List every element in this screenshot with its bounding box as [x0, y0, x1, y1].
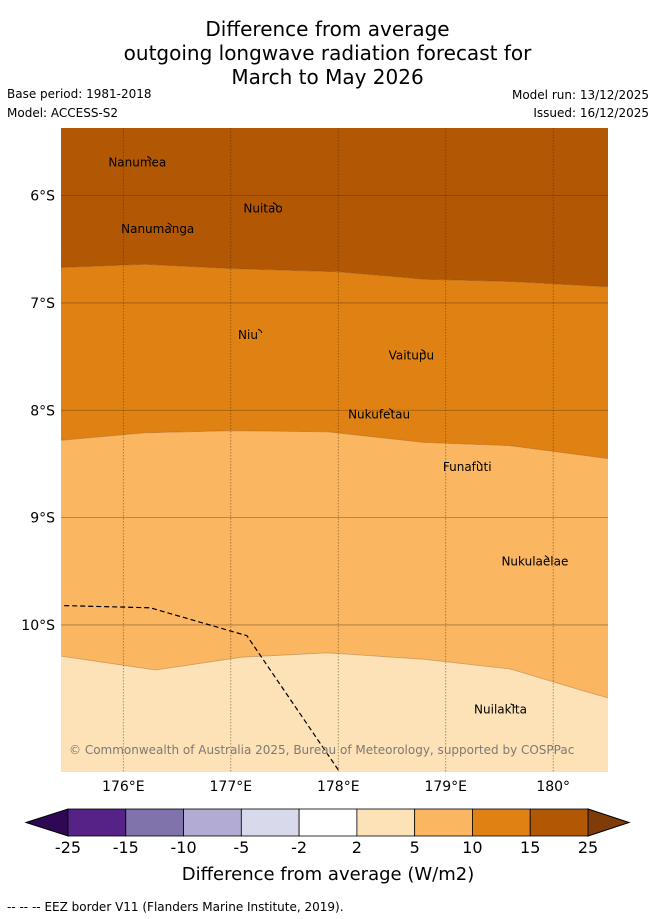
colorbar-over-arrow — [587, 808, 631, 837]
colorbar-tick-label: 25 — [578, 838, 598, 857]
island-shape-1 — [272, 202, 278, 207]
band-2-to-5 — [61, 652, 608, 772]
island-label-niu: Niu — [238, 328, 258, 342]
model-run: Model run: 13/12/2025 — [511, 88, 649, 102]
colorbar-tick-label: 15 — [520, 838, 540, 857]
lat-tick-label: 10°S — [21, 618, 55, 634]
colorbar-segment--2-to-2 — [298, 808, 358, 837]
colorbar-segment--10-to--5 — [183, 808, 242, 837]
island-label-nukulaelae: Nukulaelae — [501, 555, 568, 569]
band-10-to-15 — [61, 264, 608, 459]
island-label-nanumea: Nanumea — [108, 155, 166, 169]
lon-tick-label: 177°E — [210, 779, 253, 795]
island-label-nukufetau: Nukufetau — [348, 408, 410, 422]
colorbar-segment--5-to--2 — [240, 808, 300, 837]
island-shape-7 — [544, 555, 550, 560]
lat-tick-label: 6°S — [30, 189, 55, 205]
contour-line-5-contour — [61, 652, 608, 699]
lon-tick-label: 176°E — [102, 779, 145, 795]
forecast-map: Nanumea Nuitao Nanumanga Niu Vaitupu Nukufeta… — [21, 128, 631, 885]
colorbar-segment--25-to--15 — [67, 808, 127, 837]
colorbar-tick-label: 5 — [410, 838, 420, 857]
issued-date: Issued: 16/12/2025 — [533, 106, 649, 120]
eez-legend-text: EEZ border V11 (Flanders Marine Institut… — [44, 900, 344, 914]
colorbar-tick-label: -15 — [113, 838, 139, 857]
colorbar-segment-5-to-10 — [414, 808, 473, 837]
colorbar-segment-2-to-5 — [356, 808, 416, 837]
band-5-to-10 — [61, 430, 608, 698]
colorbar-segment-15-to-25 — [529, 808, 589, 837]
map-plot-area: Nanumea Nuitao Nanumanga Niu Vaitupu Nukufeta… — [61, 128, 608, 772]
contour-line-10-contour — [61, 430, 608, 459]
island-shape-5 — [388, 408, 394, 413]
island-label-nuilakita: Nuilakita — [474, 703, 527, 717]
colorbar-tick-label: -5 — [233, 838, 249, 857]
island-label-nuitao: Nuitao — [243, 201, 282, 215]
lat-tick-label: 8°S — [30, 403, 55, 419]
colorbar-segment-10-to-15 — [472, 808, 531, 837]
base-period: Base period: 1981-2018 — [7, 87, 152, 101]
colorbar-label: Difference from average (W/m2) — [182, 864, 474, 885]
lon-tick-label: 179°E — [424, 779, 467, 795]
eez-border-line — [64, 605, 339, 771]
island-shape-6 — [476, 460, 482, 466]
longitude-axis: 176°E 177°E 178°E 179°E 180° — [102, 779, 570, 795]
island-shape-0 — [147, 155, 152, 161]
island-shape-3 — [257, 328, 263, 334]
colorbar-tick-label: 2 — [352, 838, 362, 857]
colorbar-under-arrow — [24, 808, 69, 837]
contour-line-15-contour — [61, 263, 608, 288]
eez-legend: -- -- -- EEZ border V11 (Flanders Marine… — [7, 900, 344, 914]
colorbar-tick-label: -10 — [170, 838, 196, 857]
latitude-axis: 6°S 7°S 8°S 9°S 10°S — [21, 189, 55, 634]
lat-tick-label: 9°S — [30, 511, 55, 527]
title-line-3: March to May 2026 — [231, 65, 424, 89]
colorbar-tick-label: -25 — [55, 838, 81, 857]
model-name: Model: ACCESS-S2 — [7, 106, 119, 120]
island-label-nanumanga: Nanumanga — [121, 222, 194, 236]
colorbar: -25 -15 -10 -5 -2 2 5 10 15 25 — [24, 808, 631, 857]
title-line-1: Difference from average — [205, 17, 450, 41]
island-shape-2 — [167, 222, 173, 228]
colorbar-tick-label: -2 — [291, 838, 307, 857]
lat-tick-label: 7°S — [30, 296, 55, 312]
lon-tick-label: 178°E — [317, 779, 360, 795]
colorbar-segment--15-to--10 — [125, 808, 184, 837]
island-shape-4 — [421, 349, 426, 354]
copyright-notice: © Commonwealth of Australia 2025, Bureau… — [69, 743, 574, 757]
title-line-2: outgoing longwave radiation forecast for — [123, 41, 532, 65]
lon-tick-label: 180° — [536, 779, 570, 795]
island-label-vaitupu: Vaitupu — [389, 348, 435, 362]
band-15-to-25 — [61, 128, 608, 287]
island-shape-8 — [510, 703, 515, 708]
island-label-funafuti: Funafuti — [443, 460, 492, 474]
eez-legend-symbol: -- -- -- — [7, 900, 41, 914]
colorbar-tick-label: 10 — [462, 838, 482, 857]
